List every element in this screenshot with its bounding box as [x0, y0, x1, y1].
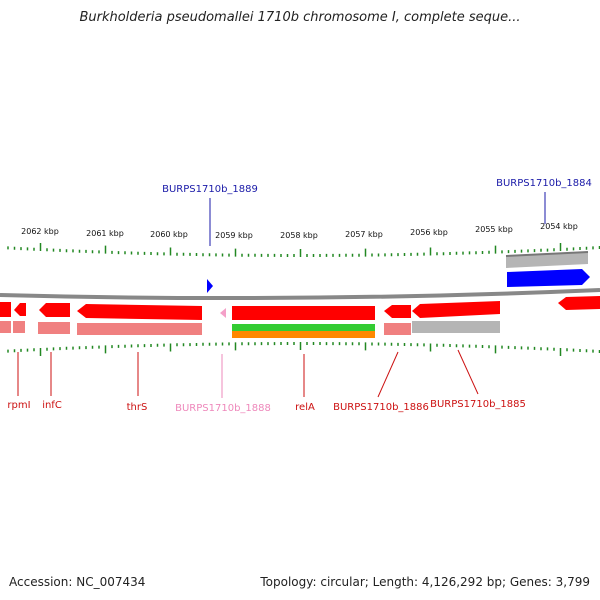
scale-label: 2062 kbp	[21, 227, 59, 236]
secondary-track	[0, 321, 500, 338]
inner-tick-ring	[7, 342, 600, 356]
feature-thrs-arrow[interactable]	[77, 304, 202, 320]
scale-label: 2058 kbp	[280, 231, 318, 240]
feature-burps1710b-1889[interactable]	[207, 279, 213, 293]
scale-labels: 2062 kbp 2061 kbp 2060 kbp 2059 kbp 2058…	[21, 222, 578, 240]
scale-label: 2056 kbp	[410, 228, 448, 237]
bar-infc-light	[38, 322, 70, 334]
feature-right-edge-arrow[interactable]	[558, 296, 600, 310]
inner-ticks-minor	[7, 342, 600, 353]
feature-burps1710b-1886-arrow[interactable]	[384, 305, 411, 318]
bar-rpmi-light	[0, 321, 11, 333]
leader-lines	[17, 192, 546, 398]
bar-rela-green	[232, 324, 375, 331]
accession-text: Accession: NC_007434	[9, 575, 146, 589]
feature-rpmi-arrow[interactable]	[0, 302, 11, 317]
cds-track	[0, 296, 600, 320]
bar-thrs-light	[77, 323, 202, 335]
gene-label-rela[interactable]: relA	[295, 402, 315, 413]
gene-label-burps1710b-1886[interactable]: BURPS1710b_1886	[333, 402, 429, 413]
bar-burps1886-light	[384, 323, 411, 335]
bar-burps1885-grey	[412, 321, 500, 333]
bar-small-light	[13, 321, 25, 333]
feature-burps1710b-1885-arrow[interactable]	[412, 301, 500, 318]
inner-ticks-major	[39, 342, 562, 356]
scale-label: 2060 kbp	[150, 230, 188, 239]
feature-burps1710b-1884[interactable]	[507, 269, 590, 287]
feature-burps1710b-1888[interactable]	[220, 308, 226, 318]
feature-rela-arrow[interactable]	[232, 306, 375, 320]
gene-label-rpmi[interactable]: rpmI	[7, 400, 30, 411]
feature-infc-arrow[interactable]	[39, 303, 70, 317]
scale-label: 2059 kbp	[215, 231, 253, 240]
scale-label: 2061 kbp	[86, 229, 124, 238]
gene-label-infc[interactable]: infC	[42, 400, 62, 411]
outer-ticks-minor	[7, 246, 600, 257]
scale-label: 2057 kbp	[345, 230, 383, 239]
feature-grey-upper-edge	[505, 251, 589, 257]
bar-rela-orange	[232, 331, 375, 338]
gene-label-burps1710b-1884[interactable]: BURPS1710b_1884	[496, 178, 592, 189]
topology-summary: Topology: circular; Length: 4,126,292 bp…	[260, 575, 590, 589]
gene-label-burps1710b-1888[interactable]: BURPS1710b_1888	[175, 403, 271, 414]
gene-label-thrs[interactable]: thrS	[127, 402, 148, 413]
outer-ticks-major	[39, 243, 562, 257]
scale-label: 2054 kbp	[540, 222, 578, 231]
feature-small-arrow[interactable]	[14, 303, 26, 316]
map-title: Burkholderia pseudomallei 1710b chromoso…	[79, 10, 521, 25]
gene-label-burps1710b-1885[interactable]: BURPS1710b_1885	[430, 399, 526, 410]
gene-label-burps1710b-1889[interactable]: BURPS1710b_1889	[162, 184, 258, 195]
outer-tick-ring	[7, 243, 600, 257]
leader-burps1710b-1885	[457, 349, 479, 395]
leader-burps1710b-1886	[377, 351, 399, 398]
gene-labels: BURPS1710b_1889 BURPS1710b_1884 rpmI inf…	[7, 178, 591, 414]
genome-backbone	[0, 288, 600, 301]
scale-label: 2055 kbp	[475, 225, 513, 234]
